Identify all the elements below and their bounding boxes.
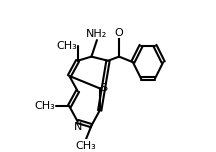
Text: CH₃: CH₃ [56,41,77,51]
Text: NH₂: NH₂ [86,29,108,39]
Text: N: N [73,122,82,132]
Text: CH₃: CH₃ [34,101,55,111]
Text: CH₃: CH₃ [76,141,96,151]
Text: O: O [115,28,123,38]
Text: S: S [100,83,108,93]
